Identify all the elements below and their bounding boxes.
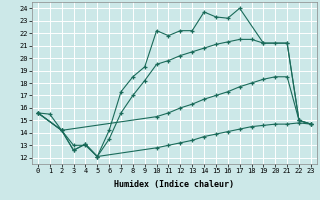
X-axis label: Humidex (Indice chaleur): Humidex (Indice chaleur) <box>115 180 234 189</box>
